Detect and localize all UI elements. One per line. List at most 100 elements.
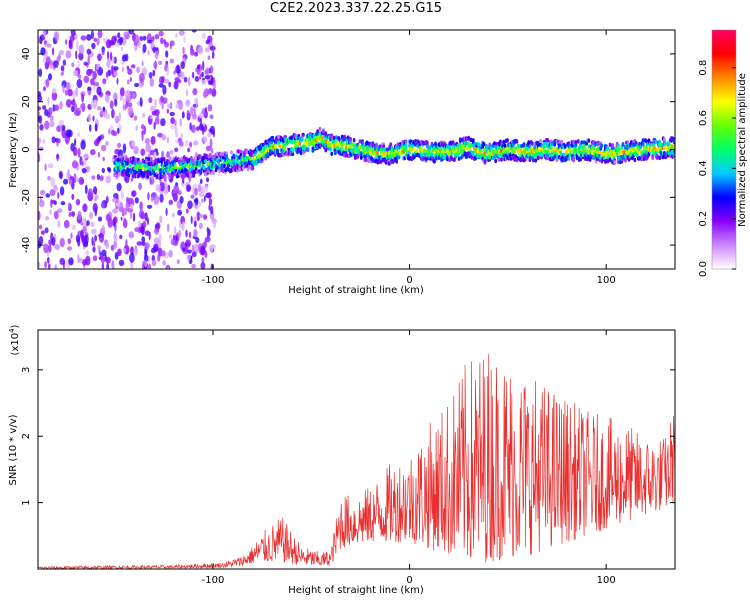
snr-multiplier-label: (x104) [8, 324, 21, 355]
noise-blob [191, 263, 197, 269]
noise-blob [110, 129, 116, 136]
ridge-blob [330, 151, 334, 156]
noise-blob [106, 59, 111, 68]
noise-blob [89, 211, 93, 219]
noise-blob [178, 229, 182, 238]
noise-blob [194, 197, 199, 206]
noise-blob [119, 234, 123, 240]
noise-blob [136, 66, 141, 74]
noise-blob [129, 252, 135, 263]
noise-blob [115, 202, 120, 208]
noise-blob [187, 147, 191, 153]
noise-blob [105, 113, 111, 120]
noise-blob [82, 217, 87, 227]
noise-blob [44, 109, 49, 116]
noise-blob [127, 106, 134, 116]
noise-blob [194, 97, 197, 104]
noise-blob [94, 196, 97, 202]
noise-blob [154, 34, 160, 40]
ridge-blob [469, 137, 473, 143]
ridge-blob [181, 159, 185, 164]
noise-blob [92, 246, 96, 253]
ridge-blob [404, 139, 408, 144]
ridge-blob [654, 139, 658, 144]
noise-blob [207, 104, 213, 112]
noise-blob [43, 244, 49, 248]
noise-blob [184, 139, 189, 147]
noise-blob [188, 231, 192, 239]
noise-blob [166, 136, 170, 144]
noise-blob [102, 156, 105, 162]
noise-blob [193, 140, 199, 146]
noise-blob [98, 233, 105, 243]
noise-blob [147, 39, 153, 44]
noise-blob [151, 111, 157, 116]
snr-line-layer [38, 354, 675, 569]
noise-blob [141, 236, 146, 243]
noise-blob [122, 97, 126, 106]
ridge-blob [582, 140, 586, 145]
ridge-blob [311, 148, 315, 153]
top-y-tick-label: -40 [21, 237, 32, 253]
noise-blob [210, 147, 214, 154]
ridge-blob [349, 144, 352, 149]
noise-blob [193, 243, 200, 254]
noise-blob [180, 133, 184, 141]
top-y-tick-label: -20 [21, 189, 32, 205]
noise-blob [154, 98, 157, 109]
ridge-blob [549, 146, 553, 151]
noise-blob [179, 117, 182, 128]
ridge-blob [537, 146, 541, 151]
noise-blob [92, 255, 98, 262]
noise-blob [174, 32, 179, 38]
noise-blob [67, 89, 73, 97]
noise-blob [115, 42, 120, 47]
noise-blob [194, 51, 199, 57]
noise-blob [38, 138, 42, 144]
snr-ticks: -100 0 100 1 2 3 [21, 330, 675, 586]
noise-blob [200, 262, 206, 269]
noise-blob [166, 103, 172, 108]
noise-blob [122, 36, 127, 46]
ridge-blob [168, 172, 172, 178]
noise-blob [156, 112, 159, 119]
noise-blob [158, 233, 162, 242]
snr-x-tick-label: 100 [597, 575, 616, 586]
snr-series-line [38, 354, 675, 569]
noise-blob [77, 254, 80, 264]
ridge-blob [361, 140, 364, 146]
noise-blob [206, 227, 209, 233]
noise-blob [127, 79, 130, 85]
noise-blob [144, 138, 150, 145]
noise-blob [175, 103, 180, 109]
noise-blob [153, 61, 158, 69]
ridge-blob [450, 156, 454, 161]
noise-blob [108, 167, 112, 173]
noise-blob [38, 146, 44, 151]
ridge-blob [225, 154, 229, 159]
noise-blob [38, 224, 43, 230]
bottom-x-axis-label: Height of straight line (km) [288, 585, 424, 596]
noise-blob [186, 184, 192, 192]
ridge-blob [502, 139, 506, 145]
ridge-blob [611, 143, 614, 148]
noise-blob [51, 237, 56, 247]
ridge-blob [179, 161, 183, 166]
noise-blob [85, 255, 91, 266]
noise-blob [154, 200, 157, 206]
ridge-blob [539, 138, 542, 144]
noise-blob [90, 149, 96, 156]
ridge-blob [596, 141, 600, 146]
noise-blob [155, 222, 161, 230]
noise-blob [91, 42, 96, 50]
top-y-axis-label: Frequency (Hz) [8, 112, 19, 188]
ridge-blob [115, 173, 119, 178]
ridge-blob [238, 167, 242, 172]
noise-blob [88, 69, 94, 74]
noise-blob [211, 88, 217, 97]
noise-blob [47, 256, 50, 264]
noise-blob [118, 201, 124, 212]
noise-blob [209, 138, 213, 148]
ridge-blob [385, 147, 389, 152]
ridge-blob [572, 156, 575, 161]
